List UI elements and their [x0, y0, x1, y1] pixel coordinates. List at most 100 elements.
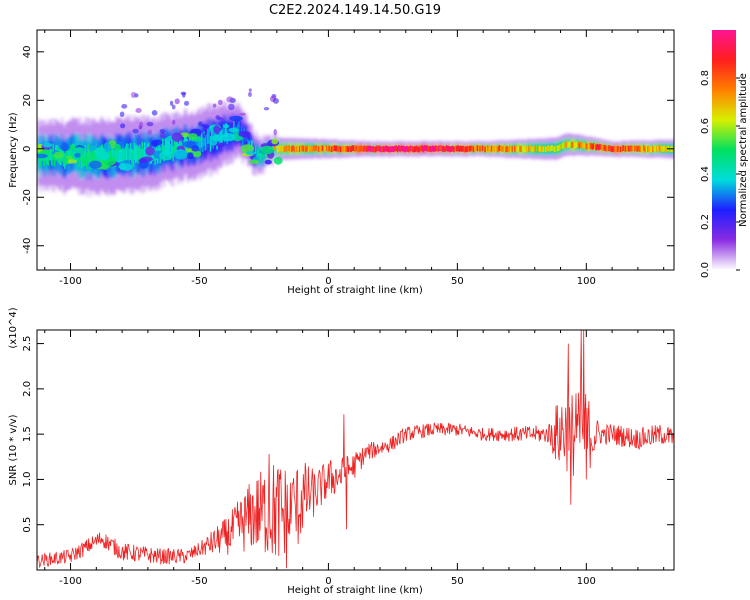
spectrogram-cell: [127, 143, 129, 161]
spectrogram-cell: [329, 146, 332, 153]
spectrogram-cell: [559, 144, 561, 150]
spectrogram-cell: [168, 140, 171, 156]
spectrogram-cell: [637, 145, 640, 152]
spectrogram-cell: [107, 145, 110, 163]
spectrogram-cell: [389, 146, 391, 153]
spectrogram-cell: [582, 142, 584, 149]
spectrogram-cell: [434, 145, 436, 152]
spectrogram-blob: [217, 99, 223, 106]
spectrogram-cell: [92, 147, 94, 165]
spectrogram-cell: [53, 150, 56, 167]
spectrogram-cell: [303, 145, 306, 152]
spectrogram-cell: [297, 145, 300, 152]
spectrogram-cell: [96, 149, 98, 167]
spectrogram-blob: [169, 100, 174, 106]
spectrogram-blob: [147, 129, 153, 136]
spectrogram-cell: [643, 145, 645, 151]
spectrogram-cell: [39, 151, 42, 167]
spectrogram-cell: [505, 146, 507, 153]
spectrogram-cell: [205, 133, 208, 150]
spectrogram-cell: [336, 145, 338, 152]
spectrogram-cell: [285, 145, 288, 152]
spectrogram-blob: [192, 150, 202, 158]
snr-x-tick-label: -100: [59, 576, 82, 587]
spectrogram-cell: [456, 145, 458, 152]
spectrogram-blob: [216, 142, 225, 147]
spectrogram-cell: [527, 145, 529, 152]
snr-y-tick-label: 1.0: [22, 471, 33, 487]
spectrogram-blob: [260, 145, 275, 155]
spectrogram-cell: [639, 146, 641, 152]
spectrogram-cell: [618, 146, 621, 153]
spectrogram-cell: [487, 145, 489, 152]
spectrogram-cell: [414, 146, 417, 152]
spectrogram-cell: [408, 146, 410, 153]
spectrogram-blob: [103, 142, 111, 152]
spectrogram-cell: [615, 146, 618, 153]
spectrogram-cell: [578, 142, 581, 149]
spectrogram-blob: [43, 142, 52, 148]
spectrogram-cell: [43, 151, 45, 167]
spectrogram-x-tick-label: -100: [59, 276, 82, 287]
spectrogram-cell: [664, 146, 667, 152]
spectrogram-cell: [610, 146, 613, 152]
spectrogram-cell: [497, 146, 499, 153]
spectrogram-cell: [306, 145, 309, 152]
spectrogram-cell: [630, 145, 632, 152]
spectrogram-cell: [262, 154, 265, 163]
spectrogram-cell: [488, 146, 490, 153]
spectrogram-cell: [383, 146, 386, 153]
spectrogram-cell: [258, 152, 261, 162]
spectrogram-cell: [588, 142, 591, 149]
spectrogram-cell: [403, 145, 405, 152]
spectrogram-cell: [343, 146, 346, 152]
spectrogram-blob: [183, 100, 190, 106]
spectrogram-cell: [356, 146, 359, 153]
spectrogram-cell: [619, 146, 622, 153]
spectrogram-cell: [279, 145, 281, 152]
snr-y-tick-label: 2.5: [22, 336, 33, 352]
spectrogram-cell: [376, 145, 378, 152]
spectrogram-cell: [523, 146, 525, 153]
spectrogram-cell: [648, 146, 650, 152]
snr-x-tick-label: 100: [577, 576, 596, 587]
spectrogram-y-tick-label: 20: [22, 94, 33, 107]
spectrogram-cell: [365, 146, 368, 152]
spectrogram-y-tick-label: -20: [22, 189, 33, 205]
spectrogram-cell: [359, 145, 361, 152]
spectrogram-cell: [162, 138, 164, 155]
spectrogram-blob: [212, 103, 217, 108]
spectrogram-x-tick-label: -50: [191, 276, 207, 287]
spectrogram-cell: [466, 146, 468, 153]
spectrogram-cell: [591, 144, 594, 150]
spectrogram-cell: [454, 145, 457, 152]
spectrogram-cell: [368, 145, 370, 152]
spectrogram-cell: [347, 146, 350, 153]
spectrogram-cell: [441, 145, 444, 152]
spectrogram-cell: [274, 144, 276, 151]
spectrogram-cell: [662, 145, 664, 152]
spectrogram-cell: [118, 145, 120, 163]
spectrogram-cell: [131, 148, 133, 166]
spectrogram-cell: [536, 145, 538, 152]
spectrogram-cell: [569, 141, 572, 147]
spectrogram-cell: [422, 146, 425, 153]
spectrogram-cell: [314, 145, 316, 152]
spectrogram-blob: [273, 156, 283, 165]
spectrogram-cell: [596, 143, 599, 150]
snr-y-tick-label: 2.0: [22, 381, 33, 397]
spectrogram-cell: [129, 142, 132, 160]
spectrogram-cell: [547, 145, 550, 152]
spectrogram-cell: [358, 146, 360, 152]
spectrogram-blob: [132, 128, 139, 134]
spectrogram-cell: [351, 145, 354, 152]
spectrogram-blob: [248, 159, 260, 164]
spectrogram-blob: [171, 104, 176, 110]
spectrogram-blob: [186, 152, 194, 160]
spectrogram-cell: [597, 144, 600, 151]
spectrogram-cell: [256, 152, 258, 162]
spectrogram-cell: [328, 145, 330, 152]
spectrogram-cell: [450, 145, 453, 152]
spectrogram-cell: [548, 146, 551, 153]
spectrogram-cell: [655, 145, 658, 152]
